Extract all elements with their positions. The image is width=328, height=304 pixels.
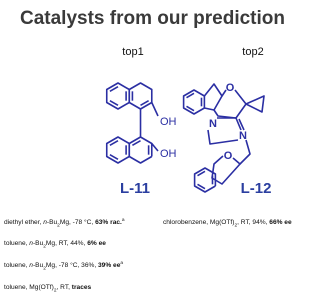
bond bbox=[186, 92, 195, 99]
text-segment: traces bbox=[71, 283, 92, 291]
bond bbox=[186, 105, 195, 112]
text-segment: 66% ee bbox=[269, 218, 292, 226]
atom-label: O bbox=[226, 82, 235, 94]
text-segment: -Bu bbox=[46, 218, 58, 226]
bond bbox=[109, 153, 119, 161]
atom-label: N bbox=[209, 118, 217, 130]
binol-structure bbox=[105, 82, 159, 164]
bond bbox=[203, 83, 223, 111]
title: Catalysts from our prediction bbox=[20, 8, 285, 29]
text-segment: Mg, -78 °C, bbox=[59, 218, 96, 226]
text-segment: toluene, bbox=[4, 261, 30, 269]
text-segment: 2 bbox=[53, 287, 57, 293]
text-segment: -Bu bbox=[32, 261, 44, 269]
text-segment: 2 bbox=[234, 223, 238, 229]
text-segment: toluene, bbox=[4, 240, 30, 248]
bond bbox=[182, 89, 206, 115]
text-segment: Mg, RT, 44%, bbox=[45, 240, 88, 248]
conditions-right: chlorobenzene, Mg(OTf)2, RT, 94%, 66% ee bbox=[163, 207, 328, 239]
text-segment: -Bu bbox=[32, 240, 44, 248]
atom-label: OH bbox=[160, 148, 177, 160]
condition-line: toluene, n-Bu2Mg, -78 °C, 36%, 39% eea bbox=[4, 261, 162, 272]
bond bbox=[238, 118, 245, 131]
bond bbox=[213, 89, 247, 119]
bond bbox=[221, 89, 227, 97]
text-segment: 63% rac. bbox=[95, 218, 122, 226]
atom-label: OH bbox=[160, 116, 177, 128]
bond bbox=[197, 170, 206, 177]
bond bbox=[151, 102, 159, 117]
text-segment: Mg, -78 °C, 36%, bbox=[45, 261, 99, 269]
text-segment: n bbox=[43, 218, 47, 226]
bond bbox=[207, 129, 239, 145]
bond bbox=[193, 167, 217, 193]
text-segment: diethyl ether, bbox=[4, 218, 44, 226]
text-segment: 2 bbox=[43, 244, 46, 250]
text-segment: chlorobenzene, Mg(OTf) bbox=[163, 218, 235, 226]
condition-line: toluene, n-Bu2Mg, RT, 44%, 6% ee bbox=[4, 239, 162, 250]
text-segment: n bbox=[29, 240, 33, 248]
bond bbox=[140, 99, 150, 107]
condition-line: chlorobenzene, Mg(OTf)2, RT, 94%, 66% ee bbox=[163, 218, 328, 229]
bond bbox=[245, 95, 265, 113]
text-segment: a bbox=[120, 260, 124, 266]
condition-line: diethyl ether, n-Bu2Mg, -78 °C, 63% rac.… bbox=[4, 218, 162, 229]
text-segment: 2 bbox=[43, 266, 46, 272]
text-segment: a bbox=[121, 217, 125, 223]
compound-name: L-12 bbox=[241, 180, 272, 197]
rank-label: top2 bbox=[242, 46, 263, 58]
bond bbox=[151, 142, 159, 152]
bond bbox=[232, 139, 251, 165]
bond bbox=[109, 139, 119, 147]
conditions-left: diethyl ether, n-Bu2Mg, -78 °C, 63% rac.… bbox=[4, 207, 162, 304]
text-segment: toluene, Mg(OTf) bbox=[4, 283, 54, 291]
text-segment: 39% ee bbox=[98, 261, 121, 269]
rank-label: top1 bbox=[122, 46, 143, 58]
text-segment: , RT, bbox=[56, 283, 72, 291]
bond bbox=[109, 99, 119, 107]
compound-name: L-11 bbox=[120, 180, 150, 197]
text-segment: , RT, 94%, bbox=[237, 218, 270, 226]
box-ligand-structure bbox=[182, 83, 265, 193]
condition-line: toluene, Mg(OTf)2, RT, traces bbox=[4, 283, 162, 294]
text-segment: 6% ee bbox=[87, 240, 106, 248]
text-segment: 2 bbox=[57, 223, 60, 229]
text-segment: n bbox=[29, 261, 33, 269]
atom-label: O bbox=[224, 150, 233, 162]
atom-label: N bbox=[239, 130, 247, 142]
structures: top1 top2 OH OH O N N O L-11 L-12 bbox=[105, 46, 272, 197]
bond bbox=[109, 85, 119, 93]
bond bbox=[197, 183, 206, 190]
bond bbox=[235, 117, 242, 131]
bond bbox=[132, 139, 141, 147]
slide: Catalysts from our prediction top1 top2 … bbox=[4, 8, 328, 293]
